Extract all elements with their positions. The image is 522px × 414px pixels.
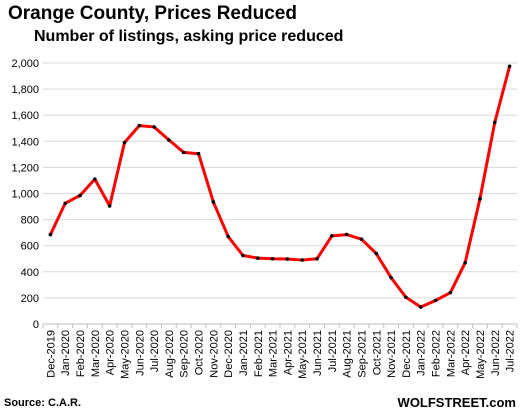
- x-tick-label: Dec-2019: [45, 330, 57, 378]
- x-tick-label: Mar-2020: [90, 330, 102, 377]
- x-tick-label: Dec-2020: [223, 330, 235, 378]
- plot-area: [48, 64, 512, 309]
- data-point: [167, 138, 171, 142]
- y-tick-label: 800: [21, 215, 39, 227]
- y-tick-label: 1,400: [11, 136, 39, 148]
- x-tick-label: Jul-2021: [327, 330, 339, 372]
- data-point: [404, 295, 408, 300]
- data-point: [285, 257, 290, 261]
- chart-subtitle: Number of listings, asking price reduced: [34, 28, 344, 45]
- x-tick-label: Mar-2021: [268, 330, 280, 377]
- data-point: [374, 251, 379, 256]
- data-point: [270, 256, 275, 261]
- data-point: [478, 196, 482, 201]
- x-tick-label: May-2022: [475, 330, 487, 379]
- x-tick-label: Jan-2021: [238, 330, 250, 376]
- data-point: [48, 232, 53, 237]
- data-point: [389, 275, 393, 280]
- y-tick-label: 1,000: [11, 189, 39, 201]
- x-tick-label: Feb-2021: [253, 330, 265, 377]
- data-point: [63, 201, 68, 206]
- x-tick-label: Oct-2020: [194, 330, 206, 375]
- x-tick-label: Jun-2021: [312, 330, 324, 376]
- data-point: [492, 120, 497, 125]
- y-axis: 0 200 400 600 800 1,000 1,200 1,400 1,600 1,800 2,…: [11, 58, 39, 331]
- data-point: [330, 234, 334, 238]
- chart-title: Orange County, Prices Reduced: [8, 3, 297, 24]
- brand-logo-text: WOLFSTREET.com: [397, 395, 516, 410]
- data-point: [463, 260, 467, 265]
- data-point: [241, 253, 245, 258]
- x-tick-label: Jan-2020: [60, 330, 72, 376]
- data-point: [152, 125, 156, 129]
- x-tick-label: Feb-2022: [431, 330, 443, 377]
- x-tick-label: Mar-2022: [445, 330, 457, 377]
- x-tick-label: Jun-2020: [134, 330, 146, 376]
- data-point: [107, 204, 112, 208]
- source-note: Source: C.A.R.: [4, 397, 82, 409]
- x-tick-label: Feb-2020: [75, 330, 87, 377]
- y-tick-label: 200: [21, 293, 39, 305]
- x-tick-label: May-2020: [119, 330, 131, 379]
- data-point: [226, 234, 230, 239]
- data-point: [137, 123, 142, 128]
- data-point: [344, 232, 349, 237]
- data-point: [448, 290, 453, 295]
- x-tick-label: Aug-2020: [164, 330, 176, 378]
- x-tick-label: Apr-2021: [282, 330, 294, 375]
- data-point: [122, 140, 127, 145]
- x-tick-label: Nov-2021: [386, 330, 398, 378]
- data-point: [300, 258, 305, 262]
- x-tick-label: Oct-2021: [371, 330, 383, 375]
- data-point: [359, 237, 364, 241]
- x-tick-label: Dec-2021: [401, 330, 413, 378]
- data-point: [315, 256, 319, 261]
- data-point: [211, 200, 216, 204]
- data-point: [78, 193, 82, 198]
- y-tick-label: 600: [21, 241, 39, 253]
- y-tick-label: 1,200: [11, 162, 39, 174]
- y-tick-label: 2,000: [11, 58, 39, 70]
- data-point: [93, 177, 97, 181]
- y-tick-label: 1,800: [11, 84, 39, 96]
- x-tick-label: Jul-2022: [505, 330, 517, 372]
- data-point: [418, 305, 423, 309]
- data-point: [255, 256, 260, 260]
- x-axis: Dec-2019 Jan-2020 Feb-2020 Mar-2020 Apr-2020…: [42, 324, 518, 379]
- x-tick-label: Jun-2022: [490, 330, 502, 376]
- x-tick-label: Apr-2020: [105, 330, 117, 375]
- data-point: [507, 64, 512, 69]
- data-point: [181, 150, 186, 155]
- series-line: [48, 64, 512, 309]
- y-tick-label: 1,600: [11, 110, 39, 122]
- x-tick-label: May-2021: [297, 330, 309, 379]
- x-tick-label: Aug-2021: [342, 330, 354, 378]
- x-tick-label: Sep-2020: [179, 330, 191, 378]
- data-point: [196, 151, 201, 156]
- x-tick-label: Apr-2022: [460, 330, 472, 375]
- x-tick-label: Sep-2021: [356, 330, 368, 378]
- y-tick-label: 400: [21, 267, 39, 279]
- x-tick-label: Jul-2020: [149, 330, 161, 372]
- x-tick-label: Jan-2022: [416, 330, 428, 376]
- x-tick-label: Nov-2020: [208, 330, 220, 378]
- data-point: [433, 298, 438, 303]
- y-tick-label: 0: [33, 319, 39, 331]
